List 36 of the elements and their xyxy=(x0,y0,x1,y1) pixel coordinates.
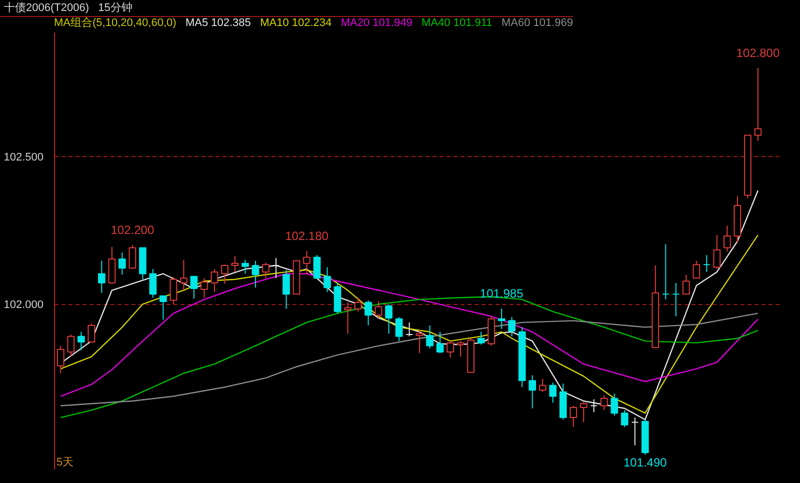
annotation: 102.180 xyxy=(285,229,329,243)
candlestick xyxy=(631,417,639,446)
candlestick xyxy=(734,196,742,243)
text: MA20 101.949 xyxy=(340,17,412,29)
candlestick xyxy=(498,308,506,330)
candlestick xyxy=(662,244,670,300)
annotation: 102.200 xyxy=(110,223,154,238)
line-series xyxy=(60,273,759,397)
text: MA40 101.911 xyxy=(422,17,492,29)
annotation: 101.490 xyxy=(623,456,668,470)
annotation: 5天 xyxy=(56,456,74,468)
candlestick xyxy=(590,398,598,413)
candlestick xyxy=(518,326,526,388)
candlestick xyxy=(702,254,710,272)
candlestick xyxy=(672,282,680,317)
line-series xyxy=(60,296,759,418)
y-tick-label: 102.500 xyxy=(4,152,44,164)
candlestick xyxy=(98,260,106,294)
candlestick xyxy=(754,67,762,142)
candlestick xyxy=(231,256,239,272)
text: MA60 101.969 xyxy=(501,17,574,29)
y-tick-label: 102.000 xyxy=(4,299,44,312)
text: MA10 102.234 xyxy=(260,17,332,29)
annotation: 101.985 xyxy=(480,286,524,301)
candlestick xyxy=(549,382,557,404)
legend-title: MA组合(5,10,20,40,60,0) xyxy=(54,17,176,29)
candlestick xyxy=(180,259,188,291)
text: MA5 102.385 xyxy=(185,17,251,29)
candlestick xyxy=(200,278,208,298)
chart-title: 十债2006(T2006) 15分钟 xyxy=(4,2,132,14)
candlestick xyxy=(272,258,280,279)
annotation: 102.800 xyxy=(736,46,780,60)
candlestick xyxy=(252,260,260,288)
candlestick xyxy=(118,252,126,276)
line-series xyxy=(60,312,759,406)
candlestick xyxy=(610,393,618,416)
